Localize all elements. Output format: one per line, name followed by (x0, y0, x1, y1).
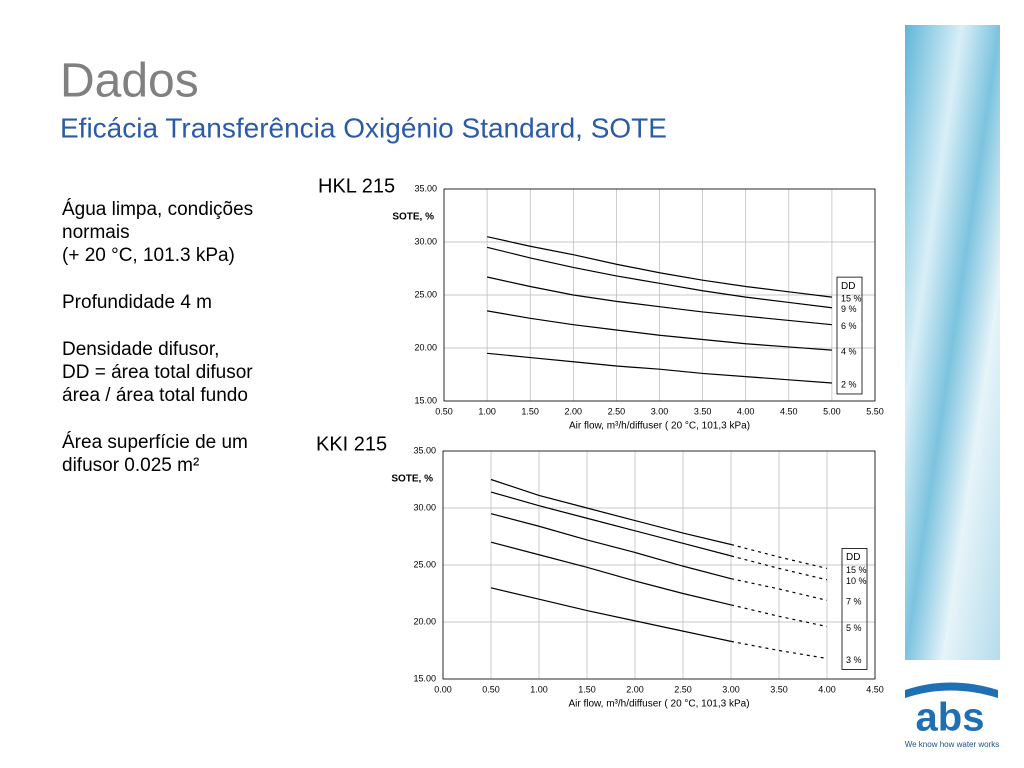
y-tick-label: 15.00 (414, 395, 437, 405)
logo-tagline: We know how water works (905, 740, 1000, 749)
x-tick-label: 1.00 (530, 684, 548, 694)
series-line (490, 587, 732, 642)
note-line: (+ 20 °C, 101.3 kPa) (62, 245, 235, 266)
series-line (486, 310, 832, 351)
note-line: difusor 0.025 m² (62, 455, 199, 476)
x-tick-label: 1.50 (578, 684, 596, 694)
note-line: Densidade difusor, (62, 339, 219, 360)
legend-box (836, 276, 863, 395)
x-tick-label: 3.50 (694, 406, 712, 416)
y-tick-label: 30.00 (414, 236, 437, 246)
y-tick-label: 35.00 (413, 445, 436, 455)
note-line: Profundidade 4 m (62, 292, 212, 313)
y-tick-label: 25.00 (413, 559, 436, 569)
series-line-dashed (730, 543, 828, 570)
note-line: Água limpa, condições (62, 199, 253, 220)
note-line: normais (62, 222, 130, 243)
x-tick-label: 5.50 (866, 406, 884, 416)
series-line-dashed (730, 555, 828, 581)
x-tick-label: 0.50 (482, 684, 500, 694)
legend-box (841, 548, 868, 670)
water-image (905, 25, 1000, 660)
chart-title: HKL 215 (318, 175, 395, 197)
legend-label: 9 % (841, 304, 857, 314)
legend-label: 2 % (841, 379, 857, 389)
legend-label: 7 % (846, 597, 862, 607)
series-line (486, 236, 832, 298)
x-tick-label: 3.00 (651, 406, 669, 416)
y-tick-label: 35.00 (414, 183, 437, 193)
x-tick-label: 2.50 (674, 684, 692, 694)
series-line-dashed (730, 640, 828, 660)
note-line: Área superfície de um (62, 432, 248, 453)
x-tick-label: 4.00 (737, 406, 755, 416)
x-tick-label: 1.50 (521, 406, 539, 416)
x-tick-label: 0.50 (435, 406, 453, 416)
series-line (490, 513, 732, 580)
x-tick-label: 4.50 (866, 684, 884, 694)
note-line: DD = área total difusor (62, 362, 253, 383)
plot-frame (442, 450, 876, 680)
legend-title: DD (846, 552, 860, 563)
y-tick-label: 20.00 (414, 342, 437, 352)
x-tick-label: 2.00 (626, 684, 644, 694)
slide-subtitle: Eficácia Transferência Oxigénio Standard… (60, 112, 667, 143)
x-tick-label: 1.00 (478, 406, 496, 416)
x-tick-label: 3.50 (770, 684, 788, 694)
plot-frame (443, 188, 876, 402)
legend-label: 15 % (841, 293, 862, 303)
y-tick-label: 15.00 (413, 673, 436, 683)
chart-title: KKI 215 (316, 433, 387, 455)
logo: abs (916, 696, 985, 740)
note-line: área / área total fundo (62, 385, 248, 406)
legend-label: 15 % (846, 565, 867, 575)
series-line (486, 276, 832, 326)
x-tick-label: 5.00 (823, 406, 841, 416)
y-tick-label: 20.00 (413, 616, 436, 626)
x-axis-label: Air flow, m³/h/diffuser ( 20 °C, 101,3 k… (569, 421, 750, 432)
series-line (490, 541, 732, 606)
x-tick-label: 2.50 (608, 406, 626, 416)
x-tick-label: 3.00 (722, 684, 740, 694)
legend-label: 3 % (846, 655, 862, 665)
y-axis-label: SOTE, % (392, 212, 434, 223)
legend-label: 5 % (846, 623, 862, 633)
legend-label: 10 % (846, 576, 867, 586)
logo-wave (905, 682, 998, 698)
series-line (490, 491, 732, 557)
series-line-dashed (730, 604, 828, 628)
y-tick-label: 25.00 (414, 289, 437, 299)
x-tick-label: 4.00 (818, 684, 836, 694)
x-axis-label: Air flow, m³/h/diffuser ( 20 °C, 101,3 k… (568, 699, 749, 710)
slide-title: Dados (60, 55, 199, 108)
series-line-dashed (730, 578, 828, 601)
x-tick-label: 2.00 (565, 406, 583, 416)
x-tick-label: 0.00 (434, 684, 452, 694)
legend-label: 4 % (841, 346, 857, 356)
series-line (487, 352, 832, 384)
series-line (490, 478, 732, 546)
y-tick-label: 30.00 (413, 502, 436, 512)
y-axis-label: SOTE, % (391, 474, 433, 485)
x-tick-label: 4.50 (780, 406, 798, 416)
legend-label: 6 % (841, 321, 857, 331)
legend-title: DD (841, 281, 855, 292)
series-line (486, 246, 832, 309)
